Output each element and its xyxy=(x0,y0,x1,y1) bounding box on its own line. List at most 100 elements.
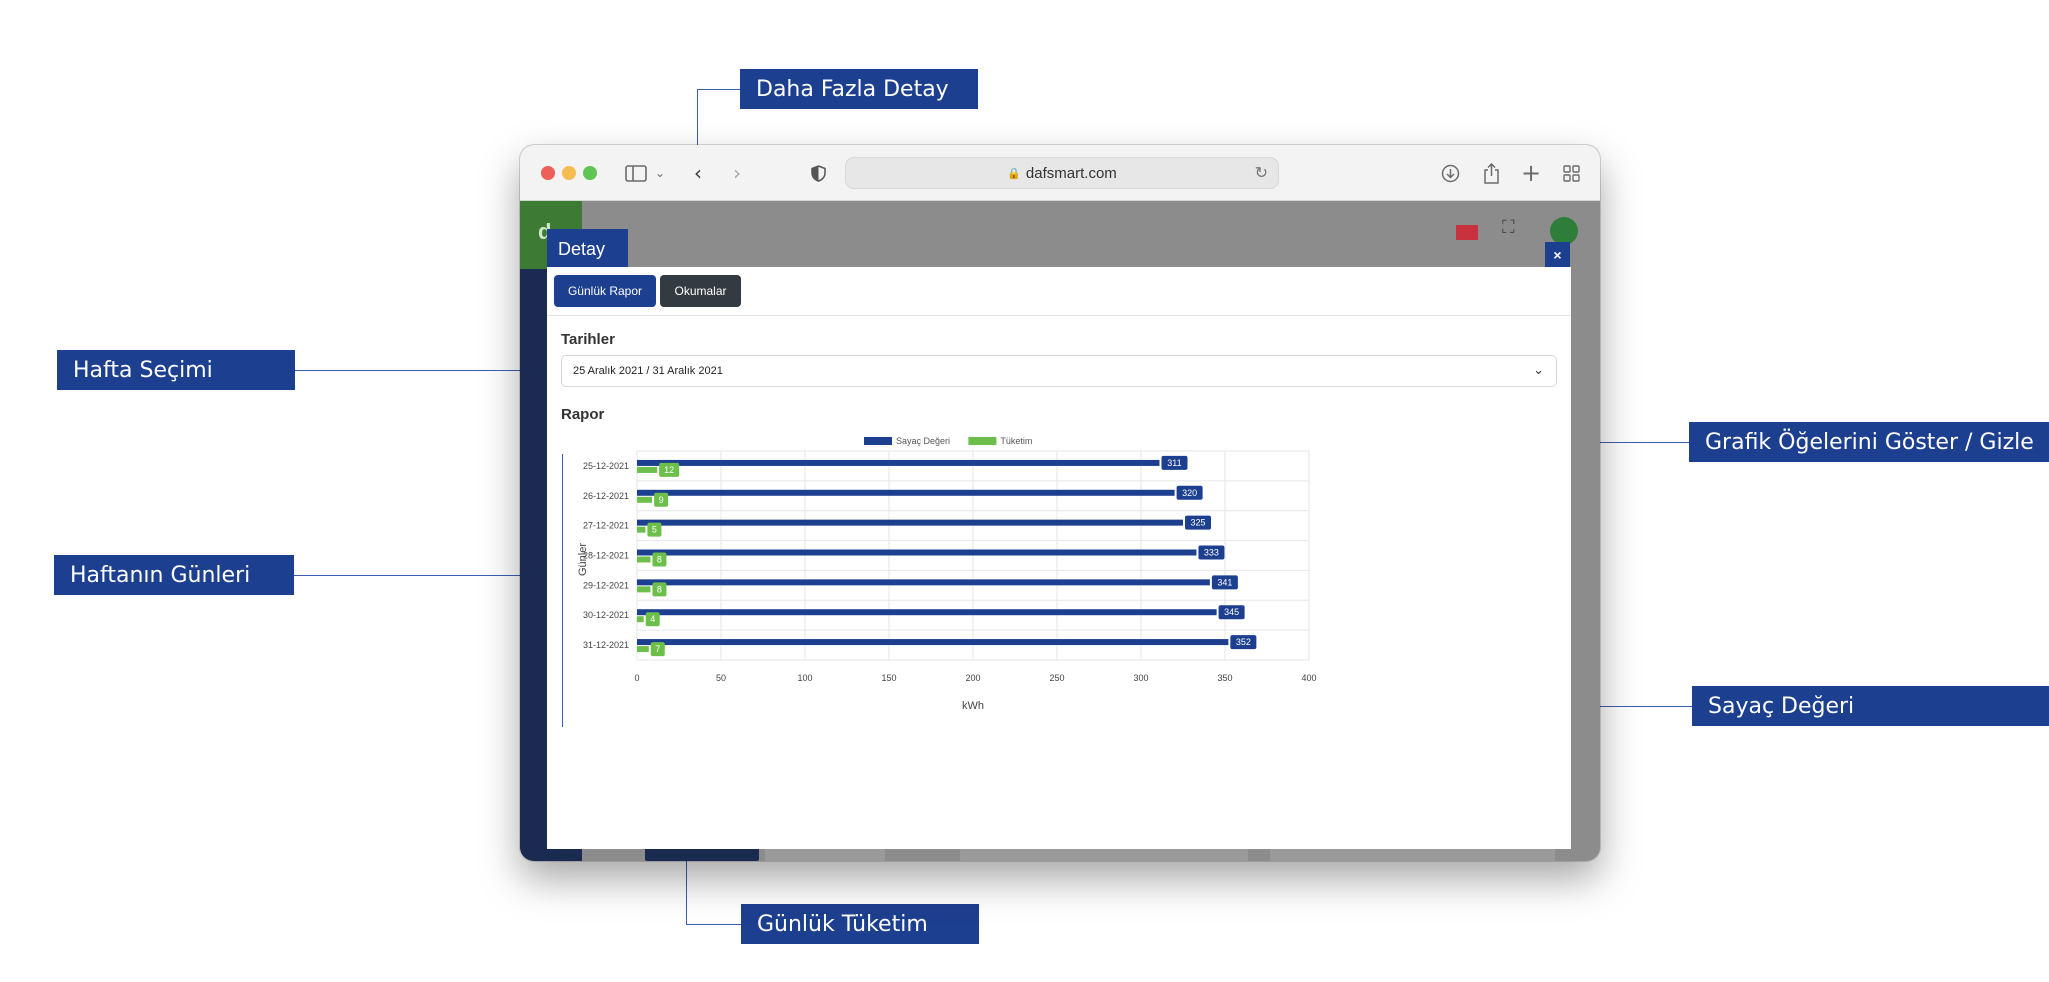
forward-arrow-icon[interactable]: › xyxy=(733,161,741,185)
legend-label[interactable]: Tüketim xyxy=(1000,437,1032,446)
y-tick-label: 28-12-2021 xyxy=(583,551,629,561)
tab-readings[interactable]: Okumalar xyxy=(660,275,741,307)
meter-value-bar xyxy=(637,489,1175,496)
meter-value-label-bg xyxy=(1230,635,1257,650)
download-icon[interactable] xyxy=(1438,160,1462,186)
share-icon[interactable] xyxy=(1480,160,1502,186)
consumption-chart: Sayaç Değeri Tüketim 25-12-2021 311 12 26-12-… xyxy=(577,437,1317,712)
fullscreen-icon[interactable]: ⛶ xyxy=(1502,217,1515,238)
leader-week-selection xyxy=(295,370,563,371)
meter-value-bar xyxy=(637,549,1197,556)
consumption-bar xyxy=(637,556,651,563)
x-tick-label: 200 xyxy=(965,673,980,683)
meter-value-label-bg xyxy=(1161,455,1188,470)
tabs-divider xyxy=(547,315,1571,316)
consumption-label: 12 xyxy=(664,465,674,475)
consumption-label: 9 xyxy=(659,495,664,505)
browser-window: ⌄ ‹ › 🔒 dafsmart.com ↻ + d ⛶ Detay × G xyxy=(520,145,1600,861)
annotation-more-detail: Daha Fazla Detay xyxy=(740,69,978,109)
sidebar-toggle-icon[interactable] xyxy=(623,160,649,186)
x-tick-label: 0 xyxy=(634,673,639,683)
tab-daily-report[interactable]: Günlük Rapor xyxy=(554,275,656,307)
consumption-label-bg xyxy=(645,612,660,627)
x-axis-title: kWh xyxy=(962,700,984,712)
consumption-label: 8 xyxy=(657,584,662,594)
meter-value-label-bg xyxy=(1176,485,1203,500)
meter-value-label-bg xyxy=(1198,545,1225,560)
x-tick-label: 300 xyxy=(1133,673,1148,683)
meter-value-bar xyxy=(637,639,1229,646)
legend-swatch[interactable] xyxy=(968,437,997,445)
meter-value-label: 345 xyxy=(1224,607,1239,617)
meter-value-bar xyxy=(637,579,1210,586)
leader-more-detail-h xyxy=(697,89,740,90)
meter-value-label-bg xyxy=(1185,515,1211,530)
detail-modal: Günlük Rapor Okumalar Tarihler 25 Aralık… xyxy=(547,267,1571,849)
meter-value-bar xyxy=(637,459,1160,466)
consumption-label: 7 xyxy=(655,644,660,654)
consumption-label-bg xyxy=(654,492,669,507)
y-tick-label: 29-12-2021 xyxy=(583,580,629,590)
legend-swatch[interactable] xyxy=(864,437,892,445)
x-tick-label: 100 xyxy=(797,673,812,683)
consumption-label: 5 xyxy=(652,525,657,535)
dates-label: Tarihler xyxy=(561,331,615,348)
leader-days-of-week xyxy=(294,575,562,576)
privacy-shield-icon[interactable] xyxy=(808,160,828,186)
x-tick-label: 350 xyxy=(1217,673,1232,683)
annotation-week-selection: Hafta Seçimi xyxy=(57,350,295,390)
y-tick-label: 26-12-2021 xyxy=(583,491,629,501)
meter-value-label: 325 xyxy=(1190,518,1205,528)
week-select-value: 25 Aralık 2021 / 31 Aralık 2021 xyxy=(573,365,723,377)
browser-toolbar: ⌄ ‹ › 🔒 dafsmart.com ↻ + xyxy=(520,145,1600,201)
legend-label[interactable]: Sayaç Değeri xyxy=(896,437,950,446)
consumption-bar xyxy=(637,586,651,593)
x-tick-label: 50 xyxy=(716,673,726,683)
consumption-bar xyxy=(637,496,653,503)
chevron-down-icon: ⌄ xyxy=(1533,363,1544,378)
meter-value-label-bg xyxy=(1211,575,1238,590)
x-tick-label: 400 xyxy=(1301,673,1316,683)
close-window-button[interactable] xyxy=(541,166,555,180)
meter-value-label: 320 xyxy=(1182,488,1197,498)
zoom-window-button[interactable] xyxy=(583,166,597,180)
consumption-label: 4 xyxy=(650,614,655,624)
consumption-label-bg xyxy=(652,582,667,597)
meter-value-bar xyxy=(637,519,1183,526)
annotation-daily-consumption: Günlük Tüketim xyxy=(741,904,979,944)
consumption-label-bg xyxy=(659,462,680,477)
tab-overview-icon[interactable] xyxy=(1560,160,1582,186)
meter-value-label: 341 xyxy=(1217,577,1232,587)
annotation-days-of-week: Haftanın Günleri xyxy=(54,555,294,595)
consumption-label: 8 xyxy=(657,555,662,565)
language-flag-icon[interactable] xyxy=(1456,225,1478,240)
y-tick-label: 27-12-2021 xyxy=(583,521,629,531)
consumption-bar xyxy=(637,466,658,473)
reload-icon[interactable]: ↻ xyxy=(1254,163,1268,182)
x-tick-label: 150 xyxy=(881,673,896,683)
consumption-label-bg xyxy=(650,642,665,657)
user-avatar[interactable] xyxy=(1550,217,1578,245)
modal-close-button[interactable]: × xyxy=(1545,242,1570,267)
consumption-bar xyxy=(637,616,644,623)
y-tick-label: 31-12-2021 xyxy=(583,640,629,650)
consumption-bar xyxy=(637,526,646,533)
week-select[interactable]: 25 Aralık 2021 / 31 Aralık 2021 ⌄ xyxy=(561,355,1557,387)
new-tab-plus-icon[interactable]: + xyxy=(1520,159,1542,187)
address-bar[interactable]: 🔒 dafsmart.com ↻ xyxy=(845,157,1279,189)
annotation-toggle-chart-items: Grafik Öğelerini Göster / Gizle xyxy=(1689,422,2049,462)
minimize-window-button[interactable] xyxy=(562,166,576,180)
y-tick-label: 30-12-2021 xyxy=(583,610,629,620)
back-arrow-icon[interactable]: ‹ xyxy=(694,161,702,185)
leader-daily-consumption-h xyxy=(686,924,741,925)
address-bar-url: dafsmart.com xyxy=(1025,164,1117,182)
lock-icon: 🔒 xyxy=(1007,167,1021,180)
consumption-label-bg xyxy=(647,522,662,537)
y-axis-title: Günler xyxy=(577,543,589,576)
meter-value-bar xyxy=(637,609,1217,616)
consumption-label-bg xyxy=(652,552,667,567)
x-tick-label: 250 xyxy=(1049,673,1064,683)
days-bracket-line xyxy=(562,454,563,727)
chevron-down-icon[interactable]: ⌄ xyxy=(654,166,666,180)
meter-value-label-bg xyxy=(1218,605,1245,620)
